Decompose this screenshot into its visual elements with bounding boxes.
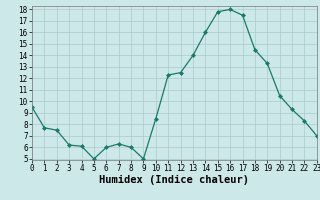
X-axis label: Humidex (Indice chaleur): Humidex (Indice chaleur) — [100, 175, 249, 185]
